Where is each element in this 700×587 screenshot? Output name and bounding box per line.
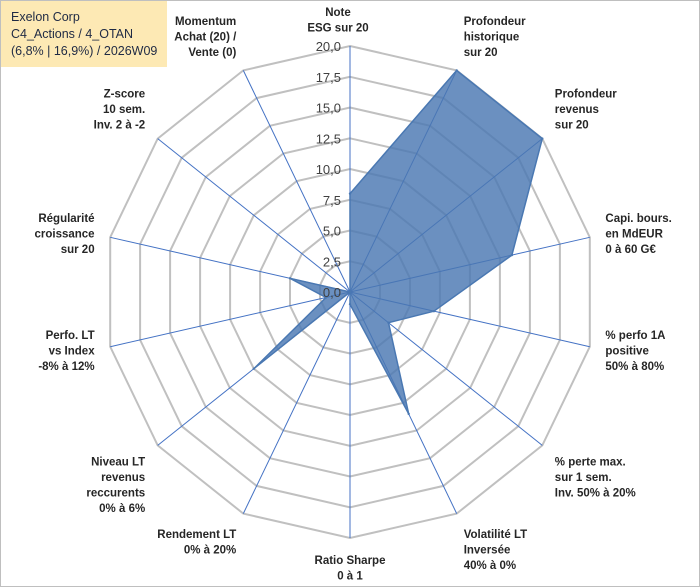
- tick-label: 20,0: [316, 39, 341, 54]
- axis-label-line: en MdEUR: [605, 229, 663, 241]
- tick-label: 0,0: [323, 285, 341, 300]
- axis-label-line: sur 20: [464, 47, 498, 59]
- axis-label-line: sur 20: [555, 120, 589, 132]
- axis-label: % perte max. sur 1 sem. Inv. 50% à 20%: [555, 456, 636, 499]
- axis-label-line: positive: [605, 345, 648, 357]
- chart-title-box: Exelon Corp C4_Actions / 4_OTAN (6,8% | …: [1, 1, 167, 67]
- axis-label: Profondeur historique sur 20: [464, 16, 526, 59]
- axis-label: Perfo. LT vs Index -8% à 12%: [38, 330, 95, 373]
- axis-label: Capi. bours. en MdEUR 0 à 60 G€: [605, 213, 671, 256]
- axis-label-line: revenus: [555, 104, 599, 116]
- axis-label-line: sur 1 sem.: [555, 472, 612, 484]
- axis-label: % perfo 1A positive 50% à 80%: [605, 330, 665, 373]
- data-point: [541, 137, 544, 140]
- axis-label-line: Ratio Sharpe: [315, 555, 386, 567]
- axis-label: Momentum Achat (20) / Vente (0): [174, 16, 237, 59]
- data-point: [455, 69, 458, 72]
- data-point: [252, 367, 255, 370]
- axis-label-line: 40% à 0%: [464, 560, 516, 572]
- axis-label-line: 0% à 20%: [184, 545, 236, 557]
- tick-label: 2,5: [323, 254, 341, 269]
- axis-label-line: Note: [325, 7, 351, 19]
- axis-label-line: Volatilité LT: [464, 529, 527, 541]
- tick-label: 12,5: [316, 131, 341, 146]
- axis-label: Volatilité LT Inversée 40% à 0%: [464, 529, 527, 572]
- axis-label-line: sur 20: [61, 244, 95, 256]
- axis-label-line: Perfo. LT: [46, 330, 95, 342]
- axis-label: Ratio Sharpe 0 à 1: [315, 555, 386, 583]
- axis-label-line: Capi. bours.: [605, 213, 671, 225]
- axis-label: Profondeur revenus sur 20: [555, 89, 617, 132]
- axis-label-line: Inversée: [464, 545, 511, 557]
- data-point: [288, 277, 292, 280]
- data-point: [510, 253, 514, 257]
- chart-title-company: Exelon Corp: [11, 10, 80, 24]
- axis-label-line: Inv. 2 à -2: [94, 120, 146, 132]
- axis-label-line: reccurents: [86, 487, 145, 499]
- axis-spoke: [110, 291, 351, 348]
- axis-label-line: 0 à 60 G€: [605, 244, 656, 256]
- tick-label: 7,5: [323, 193, 341, 208]
- axis-label-line: Vente (0): [188, 47, 236, 59]
- axis-label-line: 10 sem.: [103, 104, 145, 116]
- data-point: [432, 310, 436, 313]
- axis-label-line: revenus: [101, 472, 145, 484]
- axis-label: Note ESG sur 20: [307, 7, 368, 35]
- data-point: [407, 412, 410, 416]
- chart-title-portfolio: C4_Actions / 4_OTAN: [11, 27, 134, 41]
- chart-title-stats: (6,8% | 16,9%) / 2026W09: [11, 44, 158, 58]
- axis-label-line: Z-score: [104, 89, 146, 101]
- axis-label-line: historique: [464, 31, 520, 43]
- axis-label: Régularité croissance sur 20: [34, 213, 94, 256]
- axis-label-line: % perfo 1A: [605, 330, 665, 342]
- axis-label-line: Inv. 50% à 20%: [555, 487, 636, 499]
- tick-label: 15,0: [316, 101, 341, 116]
- axis-spoke: [242, 291, 351, 514]
- axis-label-line: 0% à 6%: [99, 503, 145, 515]
- axis-label-line: ESG sur 20: [307, 23, 368, 35]
- axis-spoke: [157, 138, 351, 293]
- axis-label-line: Régularité: [38, 213, 94, 225]
- data-point: [324, 296, 328, 299]
- axis-spoke: [242, 70, 351, 293]
- series-area: [253, 69, 544, 415]
- axis-label: Z-score 10 sem. Inv. 2 à -2: [94, 89, 146, 132]
- data-point: [348, 290, 352, 294]
- data-point: [348, 303, 352, 306]
- axis-label-line: -8% à 12%: [38, 361, 94, 373]
- axis-label-line: Achat (20) /: [174, 31, 237, 43]
- axis-label: Rendement LT 0% à 20%: [157, 529, 236, 557]
- axis-label: Niveau LT revenus reccurents 0% à 6%: [86, 456, 145, 515]
- tick-label: 5,0: [323, 224, 341, 239]
- axis-label-line: % perte max.: [555, 456, 626, 468]
- data-point: [387, 321, 390, 324]
- axis-label-line: 0 à 1: [337, 571, 363, 583]
- data-point: [348, 192, 352, 195]
- axis-label-line: vs Index: [49, 345, 96, 357]
- axis-label-line: Momentum: [175, 16, 236, 28]
- tick-label: 10,0: [316, 162, 341, 177]
- axis-label-line: 50% à 80%: [605, 361, 664, 373]
- axis-label-line: croissance: [34, 229, 94, 241]
- axis-label-line: Profondeur: [464, 16, 526, 28]
- axis-label-line: Rendement LT: [157, 529, 236, 541]
- axis-label-line: Niveau LT: [91, 456, 145, 468]
- axis-label-line: Profondeur: [555, 89, 617, 101]
- tick-label: 17,5: [316, 70, 341, 85]
